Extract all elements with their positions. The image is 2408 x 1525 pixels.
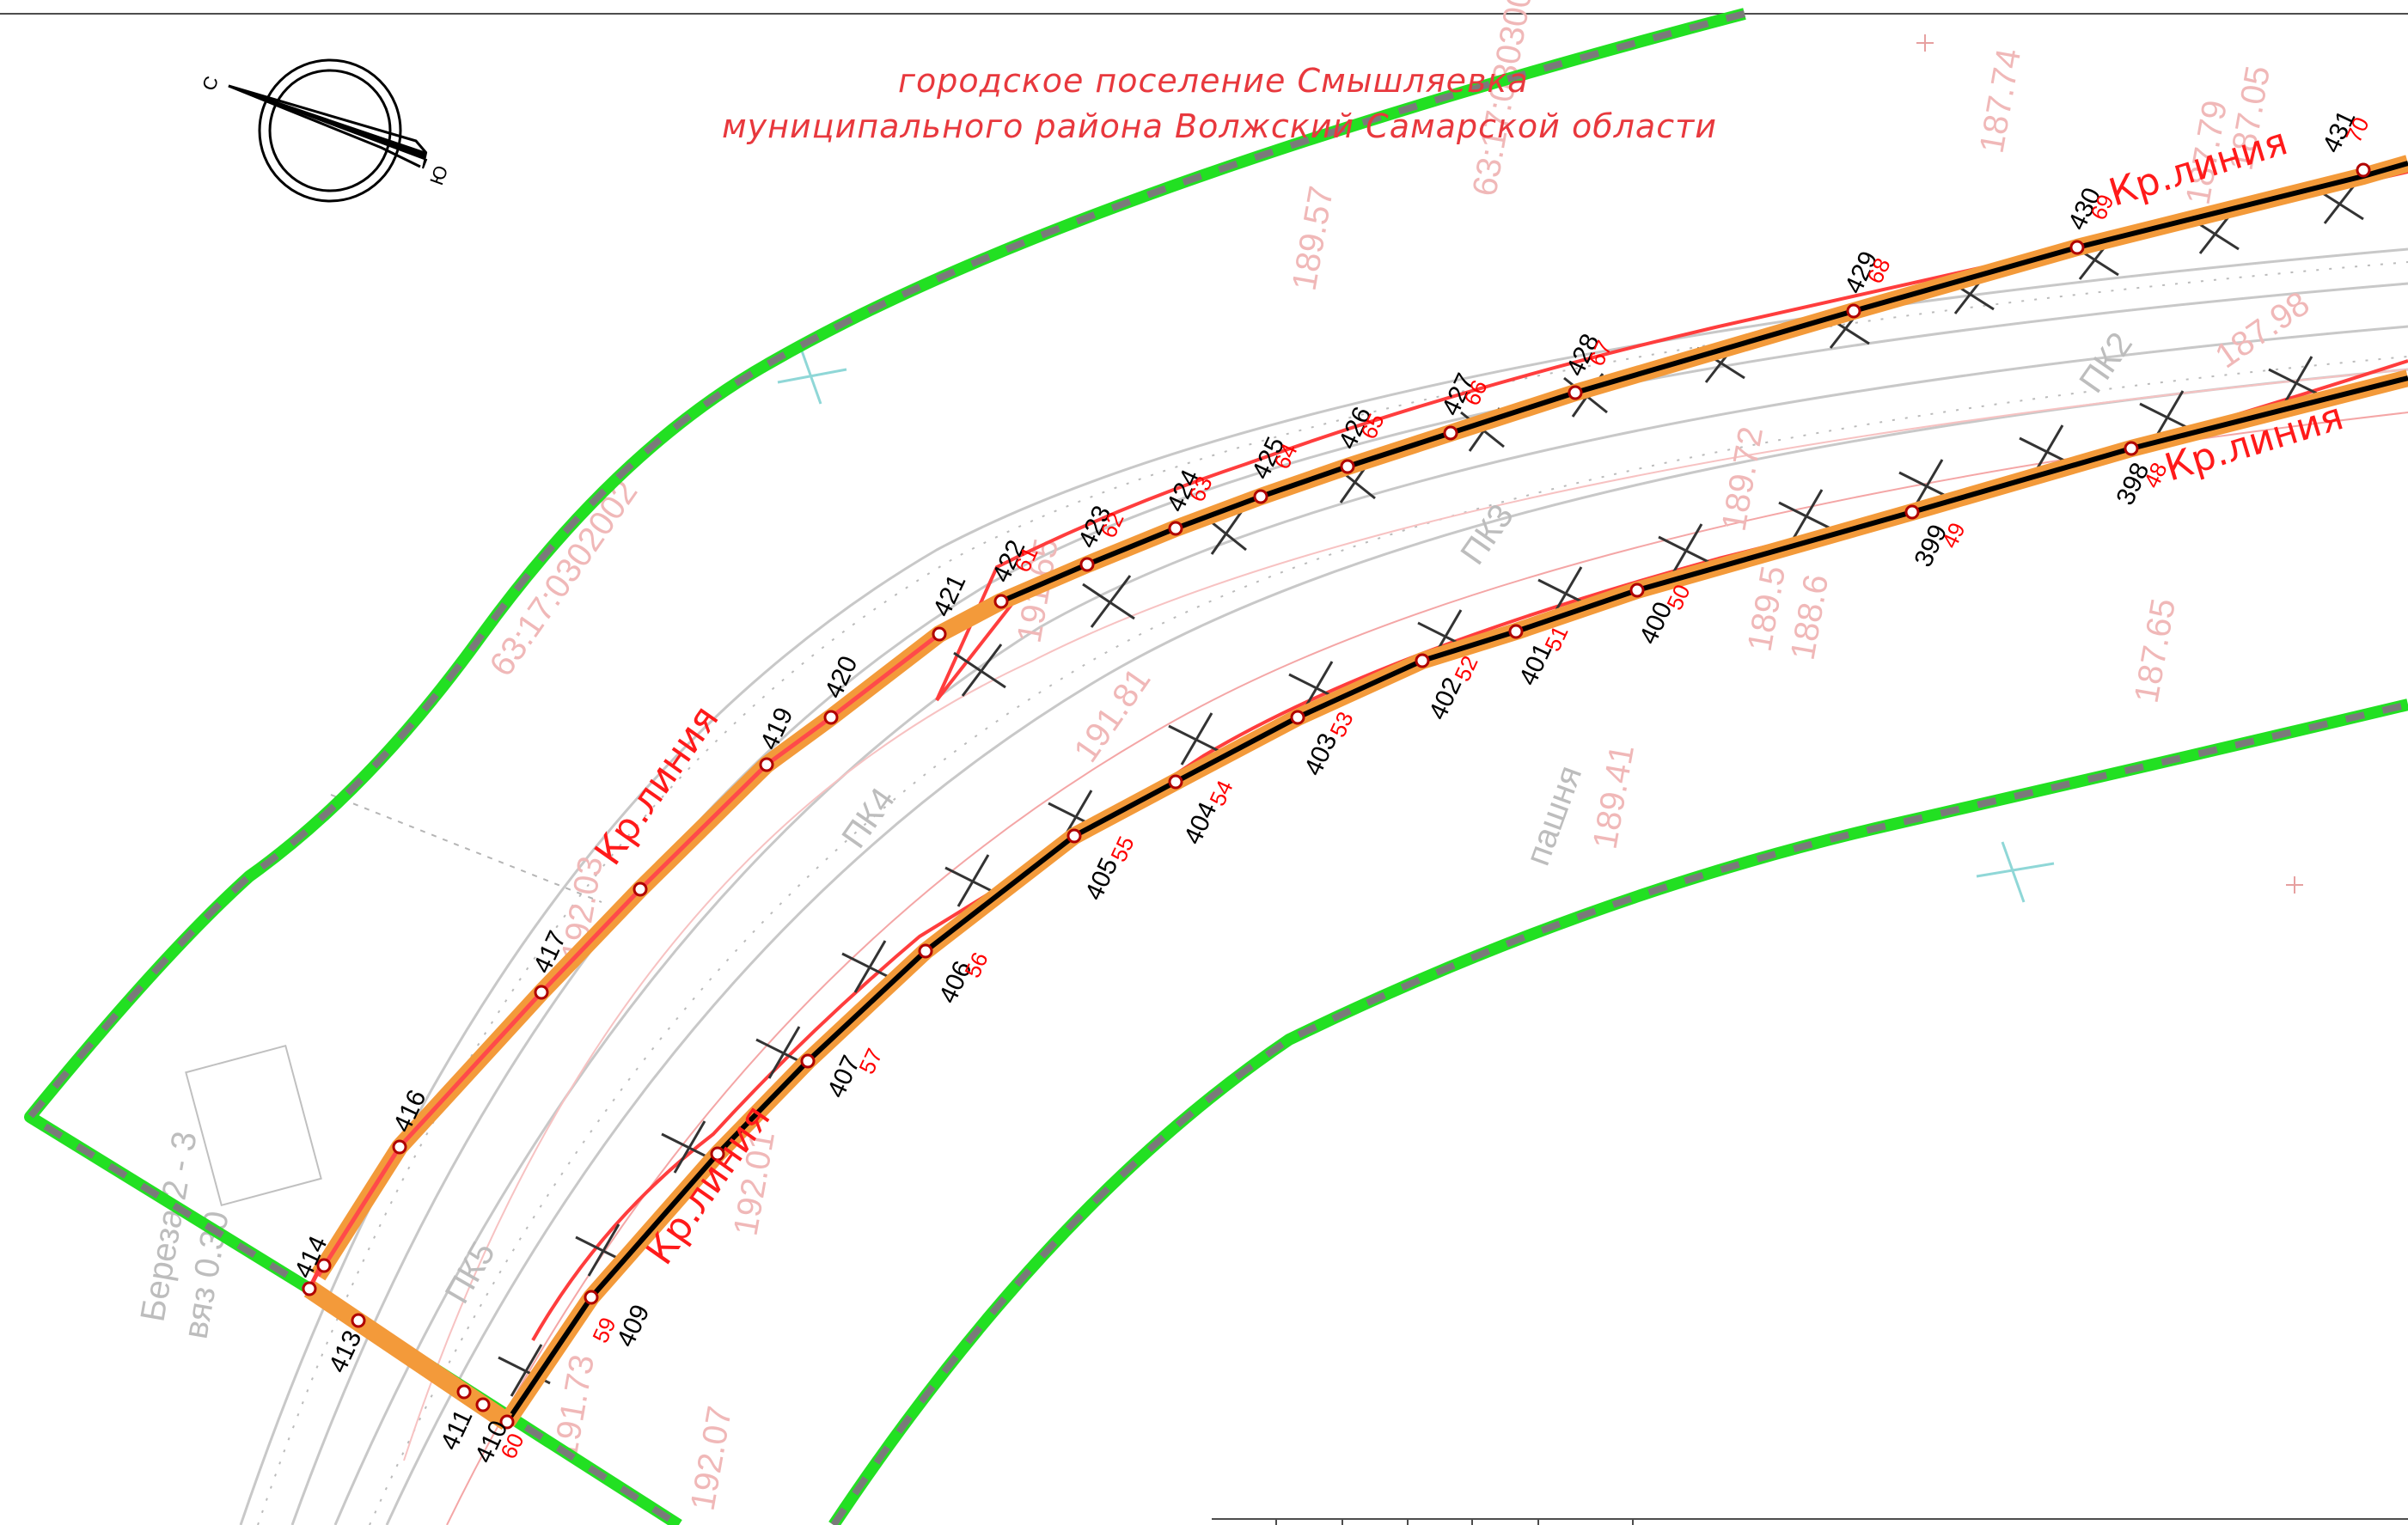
cadastral-label-1: 63:17:0302002 xyxy=(482,473,645,683)
legend-table-edge xyxy=(1212,1518,2408,1525)
pt-404: 404 xyxy=(1178,798,1222,849)
point-markers xyxy=(302,162,2371,1430)
road-pk2: ПК2 xyxy=(2072,326,2140,400)
compass-outer-ring xyxy=(258,58,402,203)
lower-point-labels: 410 60 409 59 407 57 406 56 405 55 404 5… xyxy=(469,459,2172,1467)
title-line-1: городское поселение Смышляевка xyxy=(898,62,1529,100)
compass-needle-icon xyxy=(228,85,428,169)
road-pk3: ПК3 xyxy=(1453,497,1521,571)
north-arrow: С Ю xyxy=(198,58,452,203)
road-pk5: ПК5 xyxy=(438,1235,503,1309)
road-thin-red xyxy=(446,412,2408,1525)
red-line-label-1: Кр.линия xyxy=(586,698,727,873)
compass-north-label: С xyxy=(198,73,223,94)
height-4: 189.57 xyxy=(1286,183,1342,293)
lower-red-line xyxy=(499,369,2408,1427)
tree-symbol-box xyxy=(185,1044,322,1207)
title-line-2: муниципального района Волжский Самарской… xyxy=(722,107,1717,145)
compass-south-label: Ю xyxy=(425,162,452,187)
boundary-orange-segment xyxy=(303,1280,513,1430)
grid-cross-marks xyxy=(777,343,2055,903)
road-thin-red-2 xyxy=(403,369,2408,1461)
road-pk4: ПК4 xyxy=(834,781,902,855)
pt-405: 405 xyxy=(1079,854,1123,905)
pt-403: 403 xyxy=(1299,729,1342,780)
height-13: 188.6 xyxy=(1784,571,1837,662)
height-15: 192.07 xyxy=(684,1403,740,1513)
red-line-x-marks xyxy=(498,184,2364,1397)
height-5: 187.98 xyxy=(2209,284,2316,375)
compass-inner-ring xyxy=(268,69,392,192)
height-11: 189.41 xyxy=(1586,741,1642,851)
project-boundary xyxy=(24,8,2408,1525)
land-label: пашня xyxy=(1519,761,1589,871)
height-12: 189.5 xyxy=(1741,563,1794,654)
height-14: 187.65 xyxy=(2128,595,2184,705)
height-1: 187.74 xyxy=(1973,46,2029,156)
pt-402: 402 xyxy=(1423,674,1467,724)
height-10: 191.81 xyxy=(1066,662,1158,769)
parcel-dashed-line xyxy=(330,794,602,903)
survey-plus-markers xyxy=(1916,34,2303,894)
upper-point-labels: 416 417 419 420 421 422 61 423 62 424 63… xyxy=(388,107,2374,1137)
